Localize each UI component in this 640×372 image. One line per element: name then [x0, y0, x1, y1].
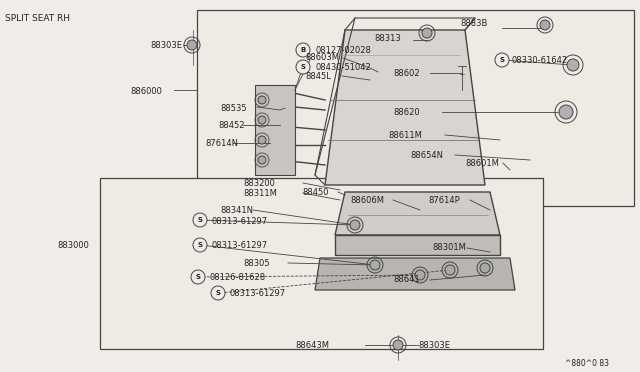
Text: 88620: 88620 — [393, 108, 420, 116]
Text: 88303E: 88303E — [150, 41, 182, 49]
Circle shape — [422, 28, 432, 38]
Circle shape — [258, 136, 266, 144]
Text: B: B — [300, 47, 306, 53]
Circle shape — [193, 238, 207, 252]
Text: 88601M: 88601M — [465, 158, 499, 167]
Circle shape — [187, 40, 197, 50]
Text: 88611M: 88611M — [388, 131, 422, 140]
Circle shape — [415, 270, 425, 280]
Polygon shape — [335, 192, 500, 235]
Circle shape — [258, 96, 266, 104]
Text: 883000: 883000 — [57, 241, 89, 250]
Circle shape — [193, 213, 207, 227]
Text: 08127-02028: 08127-02028 — [315, 45, 371, 55]
Circle shape — [350, 220, 360, 230]
Text: 88313: 88313 — [374, 33, 401, 42]
Text: 08430-51042: 08430-51042 — [315, 62, 371, 71]
Circle shape — [296, 43, 310, 57]
Text: 88643M: 88643M — [295, 340, 329, 350]
Text: 88450: 88450 — [302, 187, 328, 196]
Text: ^880^0 83: ^880^0 83 — [565, 359, 609, 368]
Text: 88301M: 88301M — [432, 244, 466, 253]
Circle shape — [191, 270, 205, 284]
Text: 88452: 88452 — [218, 121, 244, 129]
Circle shape — [480, 263, 490, 273]
Polygon shape — [335, 235, 500, 255]
Circle shape — [211, 286, 225, 300]
Circle shape — [393, 340, 403, 350]
Circle shape — [258, 156, 266, 164]
Text: 88606M: 88606M — [350, 196, 384, 205]
Text: 08313-61297: 08313-61297 — [230, 289, 286, 298]
Bar — [100, 178, 543, 349]
Bar — [197, 10, 634, 206]
Text: S: S — [198, 217, 202, 223]
Text: 88654N: 88654N — [410, 151, 443, 160]
Bar — [255, 85, 295, 175]
Text: 88305: 88305 — [243, 259, 269, 267]
Text: 87614N: 87614N — [205, 138, 238, 148]
Text: 88603M: 88603M — [305, 52, 339, 61]
Polygon shape — [325, 30, 485, 185]
Text: 88311M: 88311M — [243, 189, 277, 198]
Text: 88535: 88535 — [220, 103, 246, 112]
Text: 886000: 886000 — [130, 87, 162, 96]
Text: S: S — [499, 57, 504, 63]
Text: SPLIT SEAT RH: SPLIT SEAT RH — [5, 13, 70, 22]
Circle shape — [567, 59, 579, 71]
Text: 08313-61297: 08313-61297 — [212, 217, 268, 225]
Circle shape — [370, 260, 380, 270]
Text: S: S — [216, 290, 221, 296]
Text: 8883B: 8883B — [460, 19, 488, 28]
Text: S: S — [195, 274, 200, 280]
Circle shape — [445, 265, 455, 275]
Text: 87614P: 87614P — [428, 196, 460, 205]
Text: 08126-81628: 08126-81628 — [210, 273, 266, 282]
Text: 8845L: 8845L — [305, 71, 331, 80]
Text: 08330-61642: 08330-61642 — [512, 55, 568, 64]
Circle shape — [258, 116, 266, 124]
Circle shape — [559, 105, 573, 119]
Circle shape — [540, 20, 550, 30]
Circle shape — [296, 60, 310, 74]
Text: 88641: 88641 — [393, 276, 420, 285]
Text: 08313-61297: 08313-61297 — [212, 241, 268, 250]
Text: 88341N: 88341N — [220, 205, 253, 215]
Text: 88303E: 88303E — [418, 340, 450, 350]
Text: 88602: 88602 — [393, 68, 420, 77]
Text: S: S — [198, 242, 202, 248]
Text: 883200: 883200 — [243, 179, 275, 187]
Text: S: S — [301, 64, 305, 70]
Circle shape — [495, 53, 509, 67]
Polygon shape — [315, 258, 515, 290]
